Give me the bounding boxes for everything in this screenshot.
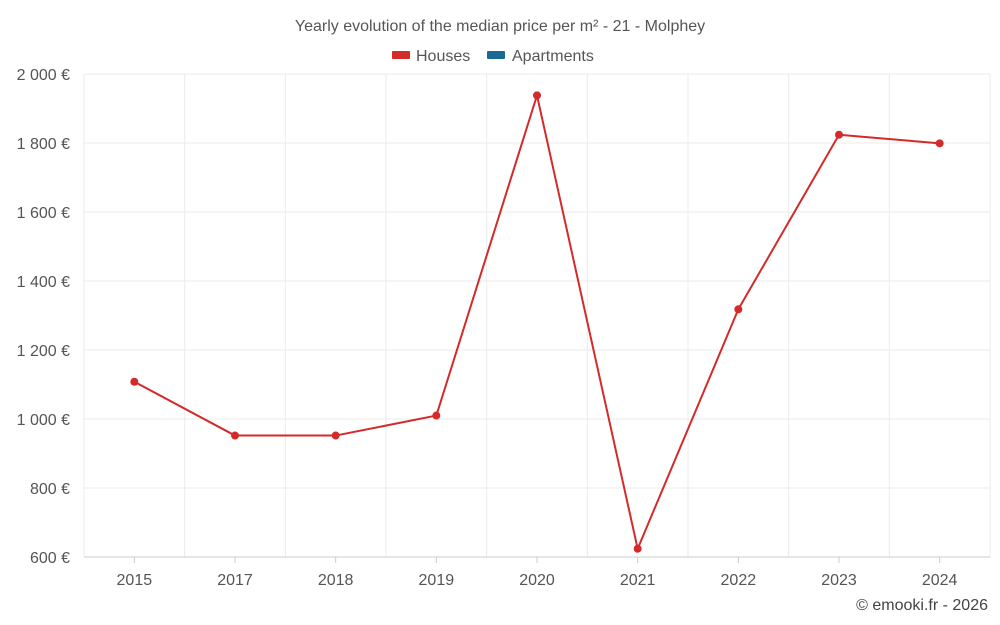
y-tick-label: 1 400 € — [17, 274, 70, 291]
y-tick-label: 1 800 € — [17, 136, 70, 153]
chart-title: Yearly evolution of the median price per… — [295, 18, 705, 35]
y-tick-label: 1 600 € — [17, 205, 70, 222]
y-tick-label: 800 € — [30, 481, 70, 498]
y-tick-label: 600 € — [30, 550, 70, 567]
series-houses — [130, 91, 944, 553]
legend-swatch-apartments — [487, 51, 505, 59]
data-point-houses[interactable] — [331, 431, 340, 440]
x-tick-label: 2015 — [117, 572, 153, 589]
x-tick-label: 2017 — [217, 572, 253, 589]
series-line-houses — [133, 94, 940, 550]
legend: Houses Apartments — [392, 48, 594, 65]
x-axis: 2015 2017 2018 2019 2020 2021 2022 2023 2024 — [84, 556, 990, 589]
y-axis: 600 € 800 € 1 000 € 1 200 € 1 400 € 1 600 € 1 … — [17, 67, 70, 567]
data-point-houses[interactable] — [935, 139, 944, 148]
x-tick-label: 2023 — [821, 572, 857, 589]
x-tick-label: 2022 — [721, 572, 757, 589]
legend-swatch-houses — [392, 51, 410, 59]
data-point-houses[interactable] — [130, 377, 139, 386]
y-tick-label: 1 000 € — [17, 412, 70, 429]
legend-item-houses[interactable]: Houses — [392, 48, 470, 65]
x-tick-label: 2019 — [419, 572, 455, 589]
y-tick-label: 2 000 € — [17, 67, 70, 84]
data-point-houses[interactable] — [533, 91, 541, 100]
data-point-houses[interactable] — [231, 431, 239, 440]
data-point-houses[interactable] — [432, 411, 441, 420]
legend-label-apartments: Apartments — [512, 48, 594, 65]
x-tick-label: 2020 — [519, 572, 555, 589]
x-tick-label: 2024 — [922, 572, 958, 589]
y-tick-label: 1 200 € — [17, 343, 70, 360]
data-point-houses[interactable] — [633, 544, 642, 553]
credit-text: © emooki.fr - 2026 — [856, 597, 988, 614]
data-point-houses[interactable] — [835, 130, 843, 139]
x-tick-label: 2021 — [620, 572, 656, 589]
data-point-houses[interactable] — [734, 305, 743, 314]
legend-item-apartments[interactable]: Apartments — [487, 48, 594, 65]
gridlines — [83, 73, 991, 557]
legend-label-houses: Houses — [416, 48, 470, 65]
x-tick-label: 2018 — [318, 572, 354, 589]
